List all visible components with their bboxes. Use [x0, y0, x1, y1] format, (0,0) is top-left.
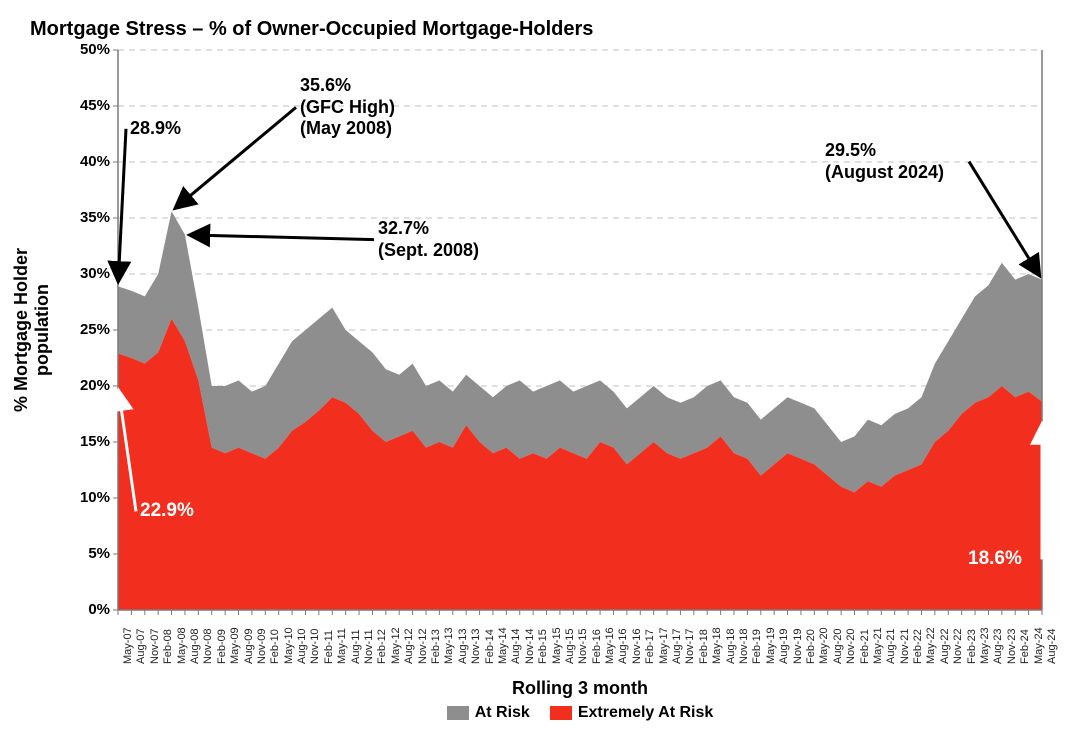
legend-swatch: [550, 706, 572, 720]
annotation-arrow: [118, 129, 126, 281]
x-tick-label: Nov-21: [899, 629, 911, 664]
x-tick-label: Nov-07: [149, 629, 161, 664]
x-tick-label: Feb-18: [698, 629, 710, 664]
legend-item: At Risk: [447, 704, 530, 722]
x-tick-label: May-10: [283, 627, 295, 664]
annotation: 29.5% (August 2024): [825, 140, 944, 183]
legend-item: Extremely At Risk: [550, 704, 713, 722]
x-tick-label: Feb-17: [644, 629, 656, 664]
x-tick-label: May-19: [765, 627, 777, 664]
y-tick-label: 45%: [50, 97, 110, 114]
series-at-risk: [118, 211, 1042, 492]
x-tick-label: Nov-12: [417, 629, 429, 664]
x-tick-label: Nov-08: [202, 629, 214, 664]
x-tick-label: May-07: [122, 627, 134, 664]
x-tick-label: May-15: [551, 627, 563, 664]
y-tick-label: 5%: [50, 545, 110, 562]
x-tick-label: Aug-16: [617, 629, 629, 664]
x-tick-label: Aug-19: [778, 629, 790, 664]
y-tick-label: 30%: [50, 265, 110, 282]
x-tick-label: Nov-18: [738, 629, 750, 664]
x-tick-label: Feb-13: [430, 629, 442, 664]
annotation: 22.9%: [140, 500, 194, 523]
x-tick-label: Nov-22: [952, 629, 964, 664]
x-tick-label: Aug-11: [350, 629, 362, 664]
x-tick-label: Aug-09: [243, 629, 255, 664]
x-tick-label: Aug-17: [671, 629, 683, 664]
x-tick-label: Feb-16: [591, 629, 603, 664]
y-tick-label: 50%: [50, 41, 110, 58]
x-tick-label: Nov-10: [309, 629, 321, 664]
x-tick-label: Feb-23: [966, 629, 978, 664]
legend: At Risk Extremely At Risk: [118, 704, 1042, 725]
x-tick-label: Feb-12: [376, 629, 388, 664]
x-tick-label: May-17: [658, 627, 670, 664]
x-tick-label: Aug-12: [403, 629, 415, 664]
y-tick-label: 25%: [50, 321, 110, 338]
x-tick-label: Aug-18: [725, 629, 737, 664]
x-tick-label: May-16: [604, 627, 616, 664]
x-tick-label: Feb-09: [216, 629, 228, 664]
x-tick-label: May-24: [1033, 627, 1045, 664]
x-tick-label: Feb-19: [751, 629, 763, 664]
x-tick-label: May-14: [497, 627, 509, 664]
y-tick-label: 35%: [50, 209, 110, 226]
x-tick-label: May-23: [979, 627, 991, 664]
x-tick-label: May-12: [390, 627, 402, 664]
x-tick-label: Aug-24: [1046, 629, 1058, 664]
x-tick-label: May-09: [229, 627, 241, 664]
x-tick-label: Feb-20: [805, 629, 817, 664]
x-tick-label: Aug-13: [457, 629, 469, 664]
y-tick-label: 15%: [50, 433, 110, 450]
x-tick-label: Feb-14: [484, 629, 496, 664]
x-tick-label: Feb-15: [537, 629, 549, 664]
x-tick-label: Nov-11: [363, 629, 375, 664]
x-tick-label: Aug-22: [939, 629, 951, 664]
annotation-arrow: [176, 107, 296, 207]
y-tick-label: 0%: [50, 601, 110, 618]
annotation: 35.6% (GFC High) (May 2008): [300, 75, 395, 140]
annotation: 28.9%: [130, 118, 181, 140]
x-tick-label: Nov-17: [684, 629, 696, 664]
x-axis-label: Rolling 3 month: [118, 678, 1042, 699]
x-tick-label: Aug-07: [135, 629, 147, 664]
x-tick-label: Aug-14: [510, 629, 522, 664]
legend-label: Extremely At Risk: [578, 704, 713, 722]
x-tick-label: Nov-19: [792, 629, 804, 664]
x-tick-label: May-20: [818, 627, 830, 664]
x-tick-label: Feb-10: [269, 629, 281, 664]
y-tick-label: 10%: [50, 489, 110, 506]
annotation-arrow: [191, 235, 374, 240]
x-tick-label: Nov-16: [631, 629, 643, 664]
x-tick-label: Feb-21: [859, 629, 871, 664]
x-tick-label: May-18: [711, 627, 723, 664]
x-tick-label: Nov-23: [1006, 629, 1018, 664]
x-tick-label: May-08: [176, 627, 188, 664]
x-tick-label: May-22: [925, 627, 937, 664]
x-tick-label: Nov-09: [256, 629, 268, 664]
x-tick-label: Feb-08: [162, 629, 174, 664]
x-tick-label: Nov-15: [577, 629, 589, 664]
x-tick-label: Aug-21: [885, 629, 897, 664]
x-tick-label: Feb-11: [323, 630, 335, 664]
legend-swatch: [447, 706, 469, 720]
y-tick-label: 40%: [50, 153, 110, 170]
y-tick-label: 20%: [50, 377, 110, 394]
annotation: 32.7% (Sept. 2008): [378, 218, 479, 261]
x-tick-label: Aug-20: [832, 629, 844, 664]
x-tick-label: May-11: [336, 628, 348, 664]
x-tick-label: Nov-14: [524, 629, 536, 664]
x-tick-label: Nov-20: [845, 629, 857, 664]
legend-label: At Risk: [475, 704, 530, 722]
x-tick-label: Aug-15: [564, 629, 576, 664]
x-tick-label: May-13: [443, 627, 455, 664]
x-tick-label: Nov-13: [470, 629, 482, 664]
annotation: 18.6%: [968, 548, 1022, 571]
x-tick-label: May-21: [872, 627, 884, 664]
x-tick-label: Feb-24: [1019, 629, 1031, 664]
x-tick-label: Aug-23: [992, 629, 1004, 664]
x-tick-label: Feb-22: [912, 629, 924, 664]
x-tick-label: Aug-08: [189, 629, 201, 664]
x-tick-label: Aug-10: [296, 629, 308, 664]
